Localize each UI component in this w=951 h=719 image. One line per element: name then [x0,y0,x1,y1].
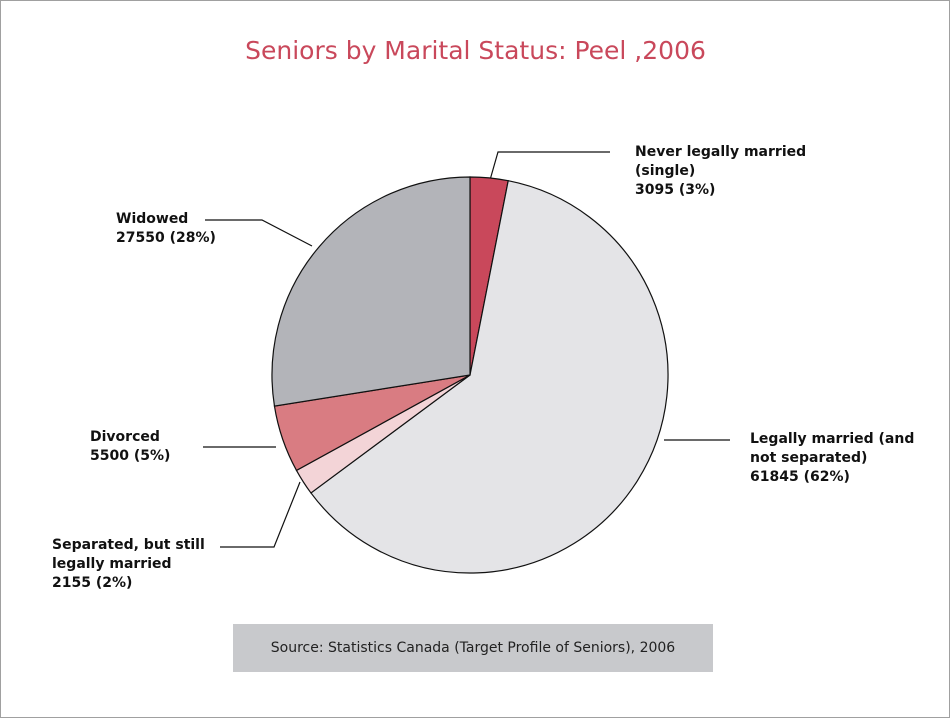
chart-title: Seniors by Marital Status: Peel ,2006 [245,36,706,65]
leader-line [489,151,610,181]
slice-label: Legally married (and not separated) 61845… [750,430,930,487]
pie-slice [271,176,471,407]
source-note: Source: Statistics Canada (Target Profil… [233,624,713,672]
value-label: 2155 (2%) [52,575,133,591]
leaders [203,151,730,548]
value-label: 27550 (28%) [116,230,216,246]
pie-slice [310,180,669,574]
value-label: 3095 (3%) [635,182,716,198]
category-label: Widowed [116,211,189,227]
category-label: Divorced [90,429,160,445]
slice-label: Never legally married (single) 3095 (3%) [635,143,825,200]
category-label: Legally married (and not separated) [750,431,915,466]
leader-line [220,481,301,548]
category-label: Never legally married (single) [635,144,807,179]
slice-label: Widowed 27550 (28%) [116,210,236,248]
value-label: 61845 (62%) [750,469,850,485]
slice-label: Divorced 5500 (5%) [90,428,210,466]
category-label: Separated, but still legally married [52,537,205,572]
value-label: 5500 (5%) [90,448,171,464]
leader-line [205,219,313,247]
slice-label: Separated, but still legally married 2155… [52,536,232,593]
